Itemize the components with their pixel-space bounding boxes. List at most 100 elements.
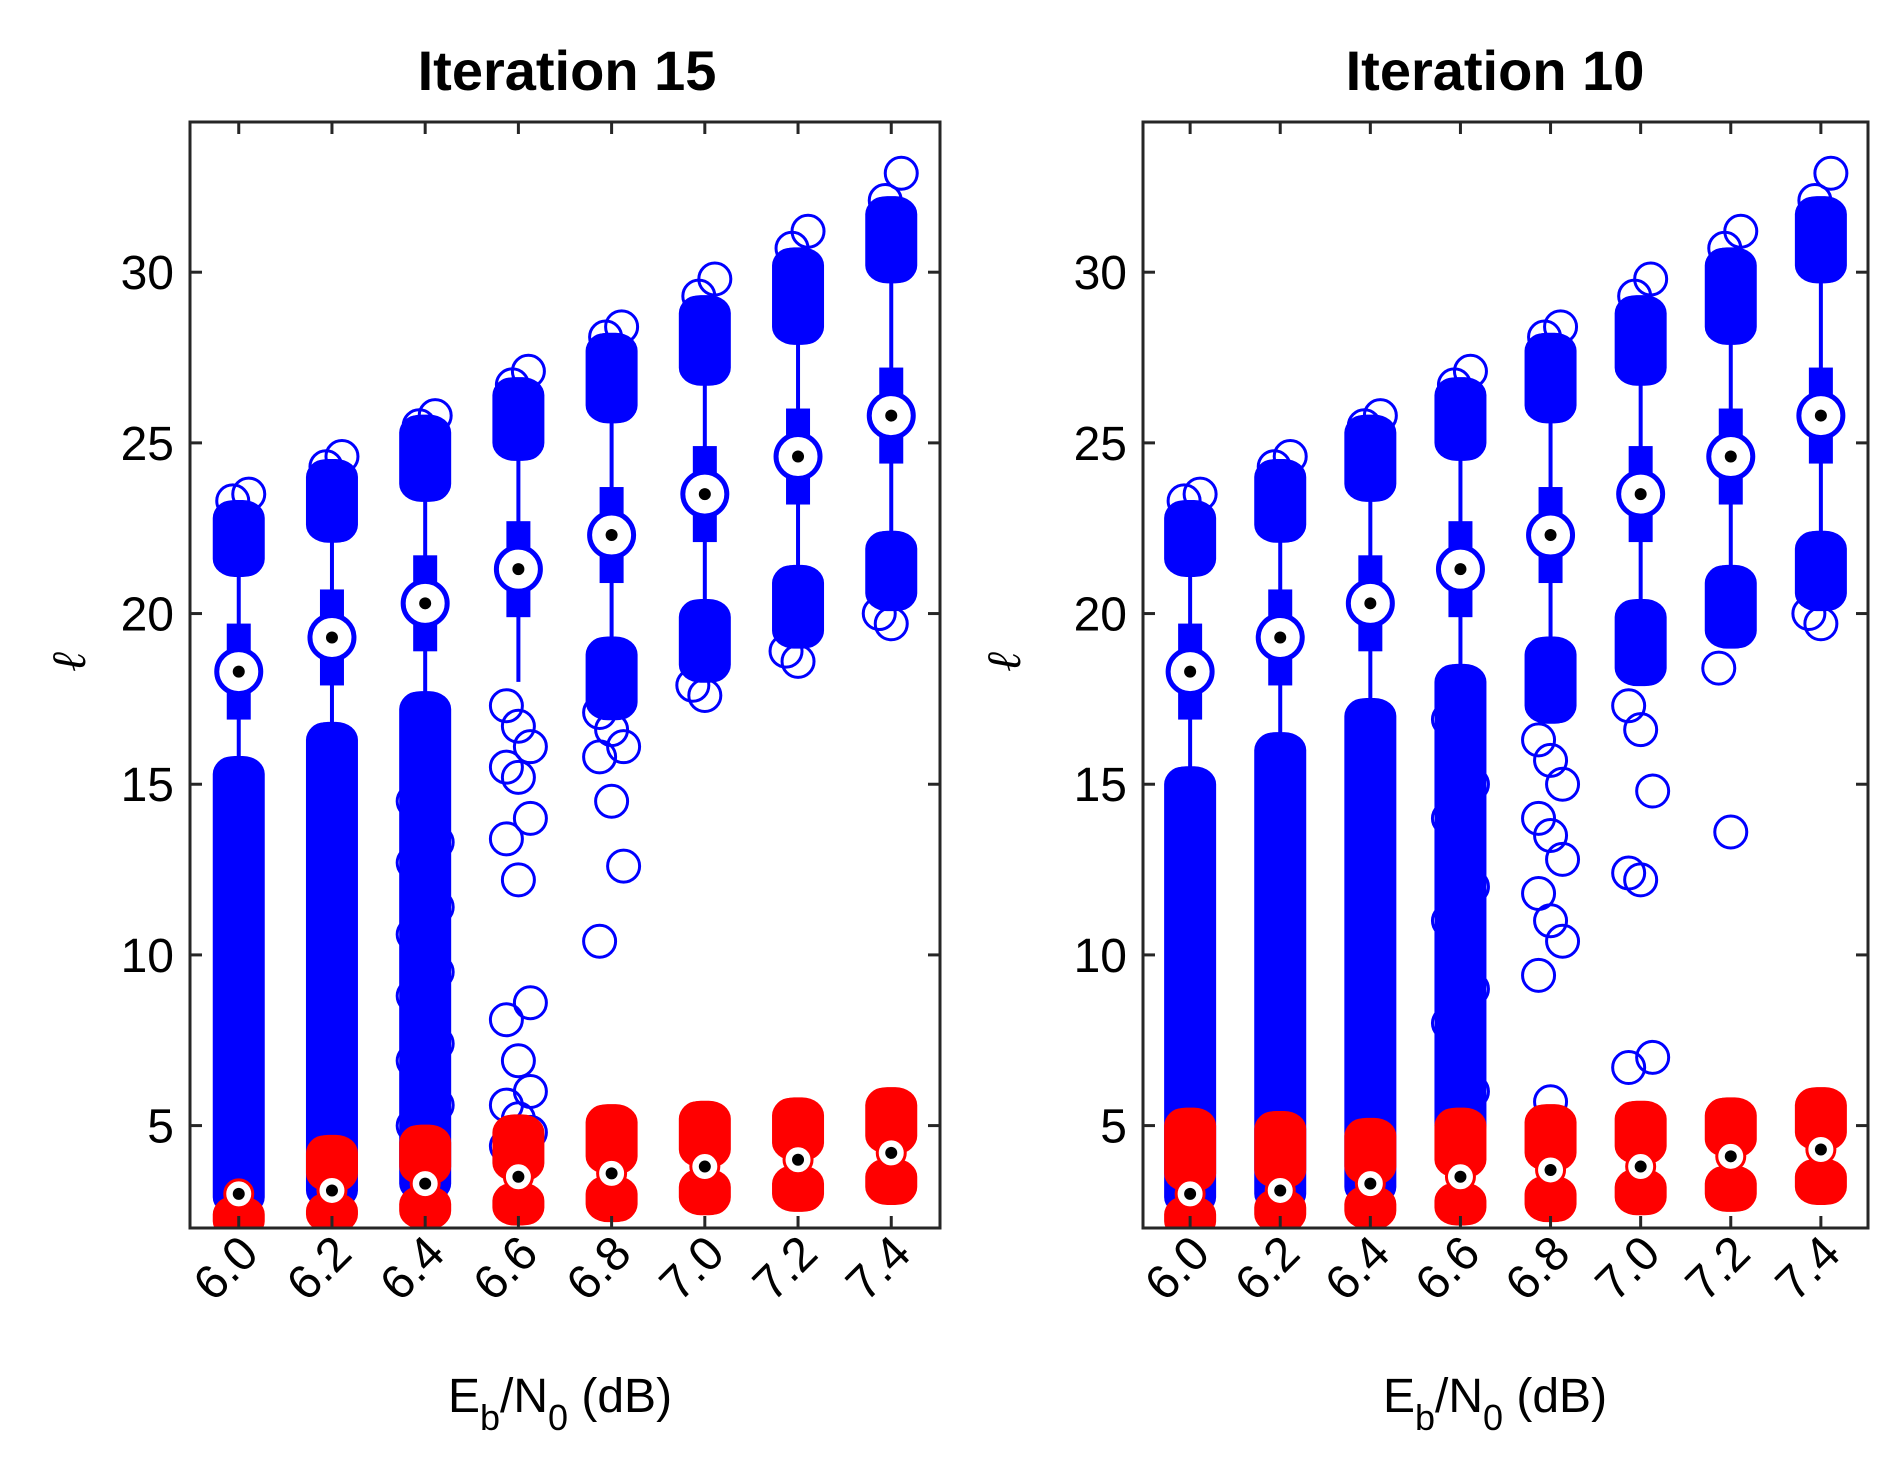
dense-high-cluster-marker bbox=[221, 520, 257, 556]
dense-high-cluster bbox=[399, 414, 452, 502]
dense-low-cluster-marker bbox=[687, 623, 723, 659]
dense-low-cluster-marker bbox=[1262, 954, 1298, 990]
median-dot bbox=[1454, 563, 1467, 576]
outlier-marker bbox=[488, 749, 524, 785]
outlier-marker bbox=[1521, 800, 1557, 836]
outlier-marker bbox=[419, 889, 455, 925]
x-tick-label: 6.4 bbox=[1315, 1226, 1400, 1311]
outlier-marker bbox=[215, 483, 251, 519]
y-tick-label: 10 bbox=[1074, 930, 1127, 983]
dense-high-cluster bbox=[212, 499, 265, 577]
outlier-marker bbox=[1623, 712, 1659, 748]
y-tick-label: 25 bbox=[1074, 418, 1127, 471]
y-tick-label: 20 bbox=[1074, 589, 1127, 642]
dense-high-cluster-marker bbox=[1705, 1097, 1741, 1133]
x-tick-label: 7.4 bbox=[1766, 1226, 1851, 1311]
dense-low-cluster-marker bbox=[1450, 1190, 1486, 1226]
outlier-marker bbox=[1633, 261, 1669, 297]
outlier-marker bbox=[1442, 835, 1478, 871]
outlier-marker bbox=[1701, 650, 1737, 686]
outlier-marker bbox=[582, 923, 618, 959]
dense-low-cluster-marker bbox=[1721, 613, 1757, 649]
dense-high-cluster bbox=[585, 1104, 638, 1175]
axes-frame bbox=[188, 120, 942, 1230]
outlier-marker bbox=[407, 934, 443, 969]
outlier-marker bbox=[604, 309, 640, 345]
x-tick-label: 6.6 bbox=[1406, 1226, 1491, 1311]
outlier-marker bbox=[1545, 923, 1581, 959]
outlier-marker bbox=[1182, 476, 1218, 512]
dense-high-cluster-marker bbox=[399, 1125, 435, 1161]
dense-high-cluster-marker bbox=[687, 322, 723, 358]
median-dot bbox=[1184, 665, 1197, 678]
outlier-marker bbox=[1723, 213, 1759, 249]
plot-area: 5 10 15 20 25 30 6.0 6.2 6.4 6.6 6.8 7.0 7.2 7.4 bbox=[121, 120, 942, 1311]
outlier-marker bbox=[417, 398, 453, 434]
dense-high-cluster-marker bbox=[881, 247, 917, 283]
outlier-marker bbox=[1430, 701, 1466, 737]
outlier-marker bbox=[1430, 1005, 1466, 1041]
outlier-marker bbox=[1454, 1073, 1490, 1109]
outlier-marker bbox=[512, 800, 548, 836]
dense-high-cluster bbox=[399, 1124, 452, 1185]
outlier-marker bbox=[867, 183, 903, 219]
dense-low-cluster bbox=[1614, 598, 1667, 687]
dense-low-cluster-marker bbox=[1541, 1186, 1577, 1222]
outlier-marker bbox=[1362, 398, 1398, 434]
series-red bbox=[1164, 1087, 1847, 1228]
outlier-marker bbox=[1430, 903, 1466, 939]
dense-low-cluster-marker bbox=[788, 1176, 824, 1212]
x-tick-label: 7.2 bbox=[743, 1226, 828, 1311]
median-dot bbox=[232, 665, 245, 678]
median-dot bbox=[1544, 529, 1557, 542]
dense-high-cluster-marker bbox=[415, 466, 451, 502]
dense-high-cluster-marker bbox=[1533, 360, 1569, 396]
dense-low-cluster-marker bbox=[1803, 553, 1839, 589]
median-dot bbox=[419, 1177, 432, 1190]
dense-high-cluster bbox=[678, 295, 731, 386]
dense-low-cluster-marker bbox=[1713, 1171, 1749, 1207]
dense-high-cluster-marker bbox=[229, 541, 265, 577]
dense-low-cluster-marker bbox=[1615, 599, 1651, 635]
dense-low-cluster-marker bbox=[865, 531, 901, 567]
dense-low-cluster bbox=[1164, 766, 1217, 1216]
dense-high-cluster-marker bbox=[1360, 466, 1396, 502]
outlier-marker bbox=[1442, 732, 1478, 768]
dense-low-cluster-marker bbox=[1172, 973, 1208, 1009]
dense-high-cluster-marker bbox=[865, 196, 901, 232]
dense-low-cluster bbox=[772, 564, 825, 649]
dense-low-cluster-marker bbox=[1352, 934, 1388, 969]
median-dot bbox=[325, 631, 338, 644]
y-axis-label: ℓ bbox=[41, 652, 97, 672]
dense-low-cluster-marker bbox=[780, 589, 816, 625]
series-blue bbox=[1164, 155, 1849, 1216]
outlier-marker bbox=[582, 695, 618, 731]
dense-low-cluster-marker bbox=[695, 1179, 731, 1215]
median-dot bbox=[512, 563, 525, 576]
dense-low-cluster-marker bbox=[221, 968, 257, 1004]
dense-high-cluster-marker bbox=[873, 222, 909, 258]
dense-low-cluster-marker bbox=[314, 947, 350, 983]
median-dot bbox=[1364, 597, 1377, 610]
dense-high-cluster-marker bbox=[1450, 425, 1486, 461]
outlier-marker bbox=[1611, 1050, 1647, 1086]
x-axis-label: Eb/N0 (dB) bbox=[1383, 1370, 1607, 1438]
dense-high-cluster-marker bbox=[586, 1104, 622, 1140]
x-tick-label: 6.8 bbox=[557, 1226, 642, 1311]
dense-high-cluster-marker bbox=[1525, 333, 1561, 369]
outlier-marker bbox=[594, 783, 630, 819]
outlier-marker bbox=[1797, 183, 1833, 219]
median-dot bbox=[698, 488, 711, 501]
outlier-marker bbox=[883, 155, 919, 191]
data-layer bbox=[1164, 155, 1849, 1228]
data-layer bbox=[212, 155, 919, 1228]
outlier-marker bbox=[512, 729, 548, 765]
outlier-marker bbox=[1454, 971, 1490, 1007]
dense-low-cluster-marker bbox=[602, 684, 638, 720]
dense-high-cluster-marker bbox=[1811, 247, 1847, 283]
dense-high-cluster bbox=[305, 1134, 358, 1192]
median-dot bbox=[698, 1160, 711, 1173]
dense-low-cluster bbox=[1254, 732, 1307, 1212]
outlier-marker bbox=[395, 845, 431, 881]
